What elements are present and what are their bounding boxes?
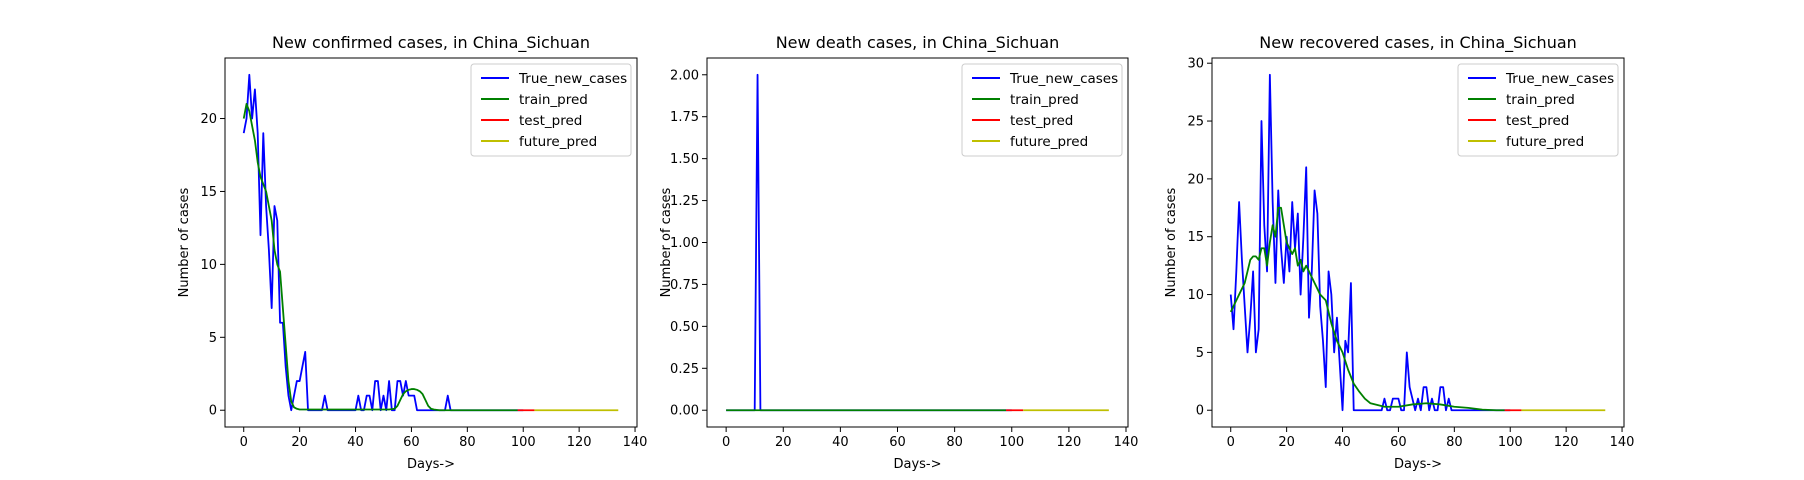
y-tick-label: 0.50 bbox=[670, 320, 699, 335]
legend-label-True_new_cases: True_new_cases bbox=[518, 71, 627, 87]
y-tick-label: 10 bbox=[1187, 288, 1204, 303]
chart-title: New confirmed cases, in China_Sichuan bbox=[272, 33, 590, 53]
y-tick-label: 20 bbox=[1187, 172, 1204, 187]
chart-panel-1: 0 20 40 60 80 100 120 140 0 5 10 15 20 New confirmed … bbox=[177, 33, 647, 472]
legend-label-train_pred: train_pred bbox=[1506, 92, 1575, 108]
y-tick-label: 1.25 bbox=[670, 194, 699, 209]
chart-title: New death cases, in China_Sichuan bbox=[776, 33, 1060, 53]
y-tick-label: 5 bbox=[1196, 346, 1204, 361]
y-tick-label: 15 bbox=[200, 185, 217, 200]
x-tick-label: 80 bbox=[946, 435, 963, 450]
x-tick-label: 120 bbox=[567, 435, 592, 450]
x-tick-label: 100 bbox=[511, 435, 536, 450]
legend-box bbox=[470, 63, 632, 157]
x-tick-label: 40 bbox=[832, 435, 849, 450]
x-tick-label: 120 bbox=[1056, 435, 1081, 450]
x-axis-label: Days-> bbox=[893, 457, 941, 472]
x-tick-label: 80 bbox=[1446, 435, 1463, 450]
x-tick-label: 100 bbox=[999, 435, 1024, 450]
chart-panel-3: 0 20 40 60 80 100 120 140 0 5 10 15 20 25 30 New recove… bbox=[1164, 33, 1634, 472]
y-tick-label: 0 bbox=[1196, 404, 1204, 419]
legend-label-train_pred: train_pred bbox=[1010, 92, 1079, 108]
x-axis-label: Days-> bbox=[407, 457, 455, 472]
y-tick-label: 5 bbox=[209, 331, 217, 346]
x-tick-label: 60 bbox=[1390, 435, 1407, 450]
x-tick-label: 20 bbox=[1278, 435, 1295, 450]
legend-label-future_pred: future_pred bbox=[519, 134, 597, 150]
y-axis-label: Number of cases bbox=[1164, 187, 1179, 297]
legend-box bbox=[961, 63, 1123, 157]
x-tick-label: 20 bbox=[291, 435, 308, 450]
x-tick-label: 100 bbox=[1498, 435, 1523, 450]
x-tick-label: 60 bbox=[403, 435, 420, 450]
legend-label-test_pred: test_pred bbox=[1506, 113, 1569, 129]
y-tick-label: 1.75 bbox=[670, 110, 699, 125]
y-tick-label: 20 bbox=[200, 112, 217, 127]
y-tick-label: 2.00 bbox=[670, 68, 699, 83]
x-tick-label: 40 bbox=[347, 435, 364, 450]
legend-label-True_new_cases: True_new_cases bbox=[1505, 71, 1614, 87]
y-tick-label: 15 bbox=[1187, 230, 1204, 245]
x-tick-label: 0 bbox=[1227, 435, 1235, 450]
x-tick-label: 40 bbox=[1334, 435, 1351, 450]
legend-label-test_pred: test_pred bbox=[519, 113, 582, 129]
x-axis-label: Days-> bbox=[1394, 457, 1442, 472]
x-tick-label: 80 bbox=[459, 435, 476, 450]
y-tick-label: 1.00 bbox=[670, 236, 699, 251]
x-tick-label: 140 bbox=[623, 435, 648, 450]
x-tick-label: 140 bbox=[1114, 435, 1139, 450]
legend-label-test_pred: test_pred bbox=[1010, 113, 1073, 129]
y-tick-label: 30 bbox=[1187, 57, 1204, 72]
legend-label-True_new_cases: True_new_cases bbox=[1009, 71, 1118, 87]
x-tick-label: 120 bbox=[1554, 435, 1579, 450]
x-tick-label: 60 bbox=[889, 435, 906, 450]
legend-label-future_pred: future_pred bbox=[1506, 134, 1584, 150]
y-tick-label: 0.00 bbox=[670, 404, 699, 419]
y-axis-label: Number of cases bbox=[177, 187, 192, 297]
legend-box bbox=[1457, 63, 1619, 157]
legend: True_new_cases train_pred test_pred future_… bbox=[961, 63, 1123, 157]
y-tick-label: 25 bbox=[1187, 115, 1204, 130]
y-tick-label: 10 bbox=[200, 258, 217, 273]
series-line-train_pred bbox=[242, 103, 518, 412]
x-tick-label: 140 bbox=[1610, 435, 1635, 450]
x-tick-label: 0 bbox=[240, 435, 248, 450]
y-tick-label: 0.25 bbox=[670, 362, 699, 377]
axes-frame bbox=[224, 57, 638, 428]
y-axis-label: Number of cases bbox=[659, 187, 674, 297]
y-tick-label: 0 bbox=[209, 404, 217, 419]
legend-label-train_pred: train_pred bbox=[519, 92, 588, 108]
chart-panel-2: 0 20 40 60 80 100 120 140 0.00 0.25 0.50 0.75 1.00 1.… bbox=[659, 33, 1138, 472]
x-tick-label: 0 bbox=[722, 435, 730, 450]
legend-label-future_pred: future_pred bbox=[1010, 134, 1088, 150]
y-tick-label: 1.50 bbox=[670, 152, 699, 167]
axes-frame bbox=[1211, 57, 1625, 428]
legend: True_new_cases train_pred test_pred future_… bbox=[1457, 63, 1619, 157]
legend: True_new_cases train_pred test_pred future_… bbox=[470, 63, 632, 157]
chart-title: New recovered cases, in China_Sichuan bbox=[1259, 33, 1577, 53]
y-tick-label: 0.75 bbox=[670, 278, 699, 293]
series-line-train_pred bbox=[1229, 206, 1505, 412]
x-tick-label: 20 bbox=[775, 435, 792, 450]
